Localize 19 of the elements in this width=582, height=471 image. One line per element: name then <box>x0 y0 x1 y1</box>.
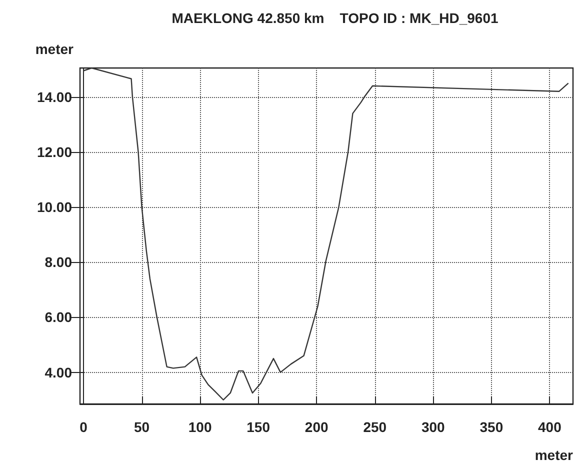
x-tick-label: 50 <box>134 419 150 435</box>
x-tick-label: 150 <box>246 419 270 435</box>
chart-title: MAEKLONG 42.850 km TOPO ID : MK_HD_9601 <box>172 10 498 26</box>
y-tick-label: 8.00 <box>44 254 72 270</box>
y-tick-label: 4.00 <box>44 364 72 380</box>
y-tick-label: 6.00 <box>44 309 72 326</box>
y-tick-label: 12.00 <box>36 144 72 160</box>
x-tick-label: 0 <box>80 419 88 435</box>
x-tick-label: 300 <box>421 419 446 435</box>
x-tick-label: 400 <box>538 419 562 435</box>
x-tick-label: 350 <box>480 419 504 435</box>
y-axis-title: meter <box>35 41 74 57</box>
x-tick-label: 250 <box>363 419 387 435</box>
y-tick-label: 10.00 <box>36 199 72 216</box>
line-series <box>82 67 569 400</box>
x-tick-label: 100 <box>188 419 212 435</box>
x-tick-label: 200 <box>304 419 328 435</box>
y-tick-label: 14.00 <box>36 88 72 105</box>
x-axis-title: meter <box>534 447 574 463</box>
